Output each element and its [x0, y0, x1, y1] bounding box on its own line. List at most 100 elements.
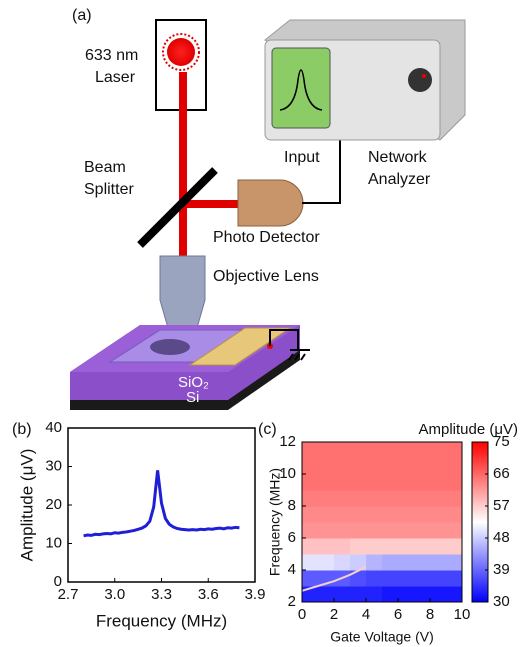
heat-cell [366, 522, 383, 539]
heat-cell [382, 570, 399, 587]
heat-cell [398, 458, 415, 475]
heat-cell [382, 586, 399, 603]
heat-cell [350, 522, 367, 539]
x-tick-label: 2 [330, 606, 338, 623]
heat-cell [382, 490, 399, 507]
heat-cell [382, 522, 399, 539]
heat-cell [446, 570, 463, 587]
heat-cell [350, 538, 367, 555]
heat-cell [398, 490, 415, 507]
splitter-label: Splitter [84, 181, 134, 198]
heat-cell [414, 442, 431, 459]
x-axis-label: Gate Voltage (V) [330, 629, 434, 645]
heat-cell [446, 554, 463, 571]
colorbar-tick-label: 39 [493, 561, 510, 578]
laser-burst [163, 34, 199, 70]
heat-cell [430, 570, 447, 587]
detector-label: Photo Detector [213, 229, 320, 246]
heat-cell [414, 586, 431, 603]
colorbar-tick-label: 57 [493, 497, 510, 514]
heat-cell [430, 538, 447, 555]
heat-cell [302, 570, 319, 587]
heat-cell [302, 442, 319, 459]
heat-cell [414, 538, 431, 555]
heat-cell [414, 570, 431, 587]
splitter-label: Beam [84, 159, 126, 176]
heat-cell [446, 522, 463, 539]
heat-cell [366, 442, 383, 459]
heat-cell [318, 522, 335, 539]
beam [183, 200, 241, 208]
x-tick-label: 3.6 [198, 586, 219, 603]
heat-cell [334, 458, 351, 475]
heat-cell [350, 490, 367, 507]
heat-cell [318, 538, 335, 555]
objective-lens [160, 256, 205, 335]
figure: (a) 633 nm Laser Beam Splitter Photo Det… [0, 0, 524, 647]
y-tick-label: 2 [288, 593, 296, 610]
heat-cell [414, 458, 431, 475]
heat-cell [414, 522, 431, 539]
heat-cell [334, 506, 351, 523]
heat-cell [366, 474, 383, 491]
heat-cell [318, 506, 335, 523]
heat-cell [302, 490, 319, 507]
heat-cell [350, 586, 367, 603]
heat-cell [318, 474, 335, 491]
x-tick-label: 3.9 [245, 586, 266, 603]
y-tick-label: 4 [288, 561, 296, 578]
heat-cell [382, 442, 399, 459]
heat-cell [430, 458, 447, 475]
data-line [84, 470, 240, 535]
heat-cell [430, 474, 447, 491]
x-tick-label: 6 [394, 606, 402, 623]
heat-cell [398, 522, 415, 539]
heat-cell [318, 442, 335, 459]
heat-cell [398, 554, 415, 571]
heat-cell [398, 442, 415, 459]
heat-cell [366, 458, 383, 475]
heat-cell [334, 586, 351, 603]
heat-cell [366, 554, 383, 571]
heat-cell [398, 538, 415, 555]
x-tick-label: 3.3 [151, 586, 172, 603]
heat-cell [366, 570, 383, 587]
photo-detector [238, 180, 303, 226]
heat-cell [350, 506, 367, 523]
heat-cell [334, 442, 351, 459]
heat-cell [446, 538, 463, 555]
heat-cell [430, 442, 447, 459]
y-tick-label: 12 [279, 433, 296, 450]
heat-cell [446, 490, 463, 507]
heat-cell [414, 474, 431, 491]
colorbar-tick-label: 30 [493, 593, 510, 610]
colorbar-tick-label: 66 [493, 465, 510, 482]
heat-cell [446, 458, 463, 475]
heat-cell [398, 474, 415, 491]
y-tick-label: 40 [45, 419, 62, 436]
x-tick-label: 0 [298, 606, 306, 623]
heat-cell [302, 506, 319, 523]
heat-cell [302, 458, 319, 475]
heat-cell [318, 586, 335, 603]
x-tick-label: 8 [426, 606, 434, 623]
heat-cell [398, 570, 415, 587]
heat-cell [302, 474, 319, 491]
lens-label: Objective Lens [213, 268, 319, 285]
heat-cell [382, 474, 399, 491]
heat-cell [334, 522, 351, 539]
colorbar-title: Amplitude (μV) [418, 421, 518, 438]
heat-cell [446, 506, 463, 523]
heat-cell [318, 490, 335, 507]
heat-cell [446, 442, 463, 459]
heat-cell [366, 506, 383, 523]
heat-cell [382, 554, 399, 571]
heat-cell [398, 506, 415, 523]
x-tick-label: 4 [362, 606, 370, 623]
colorbar-tick-label: 48 [493, 529, 510, 546]
heat-cell [414, 506, 431, 523]
heat-cell [302, 538, 319, 555]
heat-cell [318, 458, 335, 475]
x-tick-label: 3.0 [104, 586, 125, 603]
heat-cell [430, 554, 447, 571]
